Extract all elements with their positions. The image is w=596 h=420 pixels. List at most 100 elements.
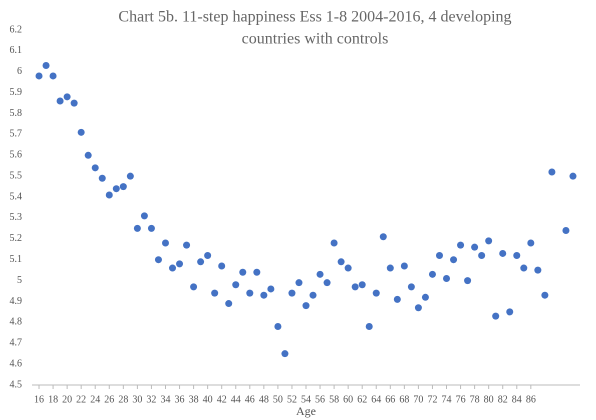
x-tick-label: 66 — [385, 394, 395, 405]
point — [77, 128, 85, 136]
point — [35, 72, 43, 80]
point — [281, 350, 289, 358]
point — [358, 281, 366, 289]
point — [344, 264, 352, 272]
chart-title: Chart 5b. 11-step happiness Ess 1-8 2004… — [118, 9, 511, 26]
y-tick-label: 4.7 — [10, 338, 23, 349]
x-tick-label: 46 — [245, 394, 255, 405]
point — [457, 241, 465, 249]
point — [119, 183, 127, 191]
point — [154, 256, 162, 264]
point — [70, 99, 78, 107]
point — [161, 239, 169, 247]
point — [379, 233, 387, 241]
point — [365, 323, 373, 331]
x-tick-label: 58 — [329, 394, 339, 405]
point — [42, 62, 50, 69]
y-tick-label: 5.9 — [10, 87, 23, 98]
y-tick-label: 6.2 — [10, 24, 23, 35]
point — [464, 277, 472, 285]
x-tick-label: 70 — [413, 394, 423, 405]
x-tick-label: 62 — [357, 394, 367, 405]
point — [98, 174, 106, 182]
point — [527, 239, 535, 247]
point — [316, 270, 324, 278]
point — [499, 249, 507, 257]
point — [225, 300, 233, 308]
point — [492, 312, 500, 320]
point — [112, 185, 120, 193]
y-tick-label: 4.8 — [10, 317, 23, 328]
point — [133, 224, 141, 232]
y-tick-label: 5.1 — [10, 254, 23, 265]
point — [548, 168, 556, 176]
y-tick-label: 4.6 — [10, 358, 23, 369]
x-tick-label: 60 — [343, 394, 353, 405]
point — [443, 275, 451, 282]
x-tick-label: 78 — [470, 394, 480, 405]
x-tick-label: 28 — [118, 394, 128, 405]
x-tick-label: 86 — [526, 394, 536, 405]
x-tick-label: 22 — [76, 394, 86, 405]
x-tick-label: 32 — [146, 394, 156, 405]
point — [541, 291, 549, 299]
x-tick-label: 44 — [231, 394, 241, 405]
point — [520, 264, 528, 272]
y-tick-label: 5.7 — [10, 129, 23, 140]
point — [140, 212, 148, 220]
x-tick-label: 84 — [512, 394, 522, 405]
x-tick-label: 30 — [132, 394, 142, 405]
point — [84, 151, 92, 159]
point — [260, 291, 268, 299]
x-tick-label: 54 — [301, 394, 311, 405]
y-tick-label: 5.3 — [10, 212, 23, 223]
x-tick-label: 26 — [104, 394, 114, 405]
x-tick-label: 50 — [273, 394, 283, 405]
x-tick-label: 20 — [62, 394, 72, 405]
x-tick-label: 68 — [399, 394, 409, 405]
point — [386, 264, 394, 272]
x-tick-label: 40 — [203, 394, 213, 405]
point — [169, 264, 177, 272]
point — [246, 289, 254, 297]
y-tick-label: 5.8 — [10, 108, 23, 119]
point — [288, 289, 296, 297]
x-tick-label: 42 — [217, 394, 227, 405]
point — [323, 279, 331, 287]
point — [49, 72, 57, 80]
point — [197, 258, 205, 266]
point — [147, 224, 155, 232]
x-tick-label: 34 — [160, 394, 170, 405]
y-tick-label: 5.5 — [10, 170, 23, 181]
y-tick-label: 6 — [17, 66, 22, 77]
point — [232, 281, 240, 289]
x-axis-label: Age — [296, 404, 316, 418]
point — [239, 268, 247, 276]
y-tick-label: 4.5 — [10, 379, 23, 390]
x-tick-label: 56 — [315, 394, 325, 405]
x-tick-label: 72 — [427, 394, 437, 405]
point — [471, 243, 479, 251]
point — [56, 97, 64, 105]
chart-title: countries with controls — [242, 31, 389, 48]
x-tick-label: 48 — [259, 394, 269, 405]
point — [91, 164, 99, 172]
point — [393, 295, 401, 303]
point — [337, 258, 345, 266]
point — [267, 285, 275, 293]
point — [428, 270, 436, 278]
point — [309, 291, 317, 299]
point — [105, 191, 113, 199]
x-tick-label: 52 — [287, 394, 297, 405]
y-tick-label: 5.4 — [10, 191, 23, 202]
x-tick-label: 82 — [498, 394, 508, 405]
x-tick-label: 38 — [189, 394, 199, 405]
x-tick-label: 24 — [90, 394, 100, 405]
point — [204, 252, 212, 260]
point — [274, 323, 282, 331]
point — [534, 266, 542, 274]
point — [400, 262, 408, 270]
point — [218, 262, 226, 270]
y-tick-label: 5 — [17, 275, 22, 286]
